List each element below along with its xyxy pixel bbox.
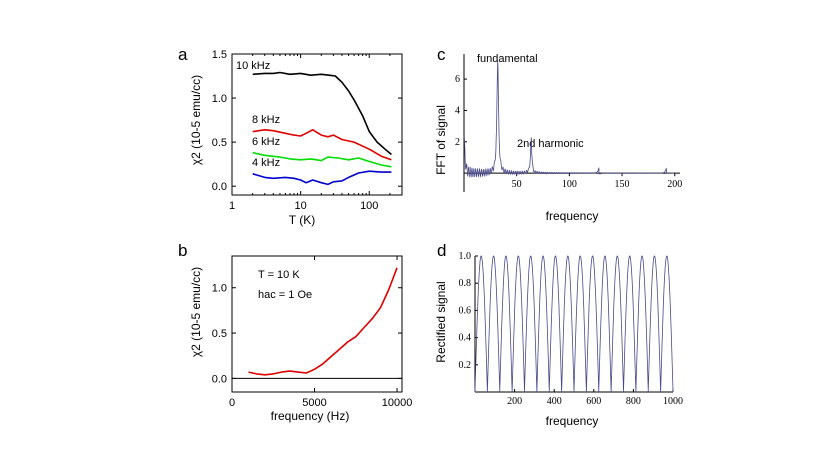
d-ytick-label: 0.6 xyxy=(459,305,472,316)
b-annotation-field: hac = 1 Oe xyxy=(258,289,312,301)
c-ytick-label: 2 xyxy=(455,137,460,148)
b-plot-frame xyxy=(231,255,403,393)
b-xlabel: frequency (Hz) xyxy=(271,409,350,423)
c-xtick-label: 150 xyxy=(615,179,630,190)
a-xtick-label: 100 xyxy=(360,200,378,212)
a-xtick-label: 1 xyxy=(229,200,235,212)
a-ylabel: χ2 (10-5 emu/cc) xyxy=(189,75,203,165)
a-series-line-3 xyxy=(252,170,392,186)
d-ytick-label: 0.4 xyxy=(459,333,472,344)
d-xtick-label: 800 xyxy=(626,396,641,407)
a-series-line-0 xyxy=(252,71,392,156)
c-ytick-label: 6 xyxy=(455,74,460,85)
a-ytick-label: 0.5 xyxy=(212,137,227,149)
c-xtick-label: 50 xyxy=(512,179,522,190)
chart-b: 0 5000 10000 0.0 0.5 1.0 xyxy=(212,255,413,409)
d-xtick-label: 200 xyxy=(507,396,522,407)
panel-label-c: c xyxy=(437,45,446,64)
b-ytick-label: 1.0 xyxy=(212,283,227,295)
b-series-line-0 xyxy=(248,267,398,376)
c-xtick-label: 200 xyxy=(667,179,682,190)
d-xtick-label: 600 xyxy=(586,396,601,407)
c-annotation-harmonic: 2nd harmonic xyxy=(517,138,584,150)
chart-d: 200 400 600 800 1000 0.2 0.4 0.6 0.8 1.0 xyxy=(459,251,684,407)
d-ytick-label: 1.0 xyxy=(459,251,472,262)
a-series-line-1 xyxy=(252,129,392,161)
d-ytick-label: 0.2 xyxy=(459,360,472,371)
a-xlabel: T (K) xyxy=(289,213,315,227)
panel-label-a: a xyxy=(178,45,188,64)
a-ytick-label: 1.0 xyxy=(212,93,227,105)
b-annotation-temperature: T = 10 K xyxy=(258,269,300,281)
chart-c: 50 100 150 200 2 4 6 xyxy=(455,54,682,192)
c-xtick-label: 100 xyxy=(562,179,577,190)
a-ytick-label: 0.0 xyxy=(212,181,227,193)
c-annotation-fundamental: fundamental xyxy=(477,53,538,65)
d-xtick-label: 1000 xyxy=(663,396,683,407)
b-ylabel: χ2 (10-5 emu/cc) xyxy=(189,267,203,357)
b-xtick-label: 0 xyxy=(229,397,235,409)
a-series-line-2 xyxy=(252,151,392,168)
b-xtick-label: 5000 xyxy=(302,397,326,409)
panel-label-d: d xyxy=(437,241,446,260)
c-fft-line xyxy=(463,60,675,178)
b-ytick-label: 0.5 xyxy=(212,328,227,340)
d-xtick-label: 400 xyxy=(547,396,562,407)
a-ytick-label: 1.5 xyxy=(212,49,227,61)
panel-label-b: b xyxy=(178,241,187,260)
d-ytick-label: 0.8 xyxy=(459,278,472,289)
b-ytick-label: 0.0 xyxy=(212,373,227,385)
a-xtick-label: 10 xyxy=(295,200,307,212)
c-xlabel: frequency xyxy=(546,209,599,223)
c-ytick-label: 4 xyxy=(455,105,460,116)
b-xtick-label: 10000 xyxy=(382,397,413,409)
a-legend-label-3: 4 kHz xyxy=(252,157,280,169)
d-rectified-line xyxy=(474,255,674,393)
c-ylabel: FFT of signal xyxy=(434,105,448,175)
a-plot-frame xyxy=(231,53,403,196)
chart-a: 1 10 100 0.0 0.5 1.0 1.5 10 kHz 8 kHz 6 kHz 4 kHz xyxy=(212,49,403,212)
a-legend-label-1: 8 kHz xyxy=(252,114,280,126)
a-legend-label-0: 10 kHz xyxy=(236,60,270,72)
d-xlabel: frequency xyxy=(546,414,599,428)
d-ylabel: Rectified signal xyxy=(434,281,448,362)
a-legend-label-2: 6 kHz xyxy=(252,136,280,148)
